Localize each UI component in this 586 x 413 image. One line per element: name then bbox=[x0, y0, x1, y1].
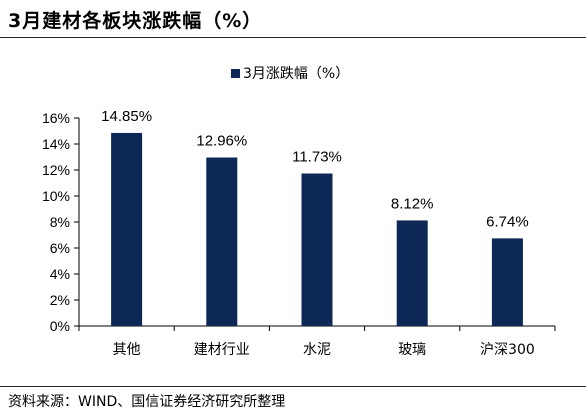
data-label: 14.85% bbox=[101, 108, 152, 125]
legend-label: 3月涨跌幅（%） bbox=[243, 66, 349, 82]
bar bbox=[301, 173, 333, 326]
legend-swatch bbox=[231, 69, 240, 78]
data-label: 6.74% bbox=[486, 213, 529, 230]
y-tick-label: 6% bbox=[50, 240, 70, 256]
x-tick-label: 建材行业 bbox=[194, 342, 250, 358]
top-divider bbox=[0, 37, 586, 38]
x-tick-label: 水泥 bbox=[303, 342, 331, 358]
source-note: 资料来源：WIND、国信证券经济研究所整理 bbox=[8, 394, 286, 410]
y-axis: 0% 2% 4% 6% 8% 10% 12% 14% 16% bbox=[42, 110, 80, 334]
bars bbox=[111, 132, 523, 326]
bar bbox=[491, 238, 523, 326]
data-labels: 14.85% 12.96% 11.73% 8.12% 6.74% bbox=[101, 108, 529, 230]
x-axis bbox=[78, 325, 556, 331]
bottom-divider bbox=[0, 386, 586, 387]
y-tick-label: 14% bbox=[42, 136, 70, 152]
y-tick-label: 16% bbox=[42, 110, 70, 126]
y-tick-label: 0% bbox=[50, 318, 70, 334]
y-tick-label: 10% bbox=[42, 188, 70, 204]
y-tick-label: 4% bbox=[50, 266, 70, 282]
page-title: 3月建材各板块涨跌幅（%） bbox=[8, 10, 263, 32]
y-tick-label: 12% bbox=[42, 162, 70, 178]
x-tick-label: 其他 bbox=[113, 342, 141, 358]
y-tick-label: 8% bbox=[50, 214, 70, 230]
bar bbox=[396, 220, 428, 326]
x-tick-labels: 其他 建材行业 水泥 玻璃 沪深300 bbox=[113, 341, 535, 358]
legend: 3月涨跌幅（%） bbox=[231, 66, 349, 82]
bar bbox=[206, 157, 238, 326]
y-tick-label: 2% bbox=[50, 292, 70, 308]
x-tick-label: 沪深300 bbox=[480, 342, 535, 358]
bar bbox=[111, 132, 143, 326]
x-tick-label: 玻璃 bbox=[398, 341, 426, 358]
data-label: 11.73% bbox=[292, 149, 342, 166]
data-label: 12.96% bbox=[196, 133, 247, 150]
data-label: 8.12% bbox=[391, 195, 434, 212]
